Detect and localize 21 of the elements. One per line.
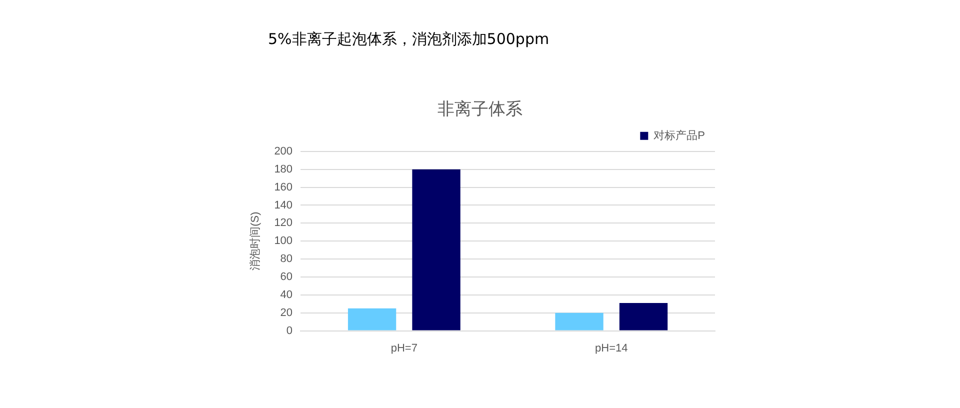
x-tick-label: pH=7 (390, 342, 418, 354)
bar (412, 169, 460, 330)
bar (555, 312, 604, 330)
y-tick-label: 140 (274, 199, 293, 212)
chart-title: 非离子体系 (438, 100, 522, 120)
y-tick-label: 60 (280, 271, 293, 284)
y-tick-label: 120 (274, 217, 293, 230)
y-axis-title: 消泡时间(S) (248, 212, 262, 270)
text: 5%非离子起泡体系，消泡剂添加500ppm (268, 30, 550, 49)
y-tick-label: 0 (286, 324, 293, 337)
y-tick-label: 200 (274, 145, 293, 158)
bar (348, 308, 396, 330)
legend-label: 对标产品P (654, 128, 706, 142)
y-tick-label: 180 (274, 163, 293, 176)
x-tick-label: pH=14 (595, 342, 628, 354)
y-tick-label: 100 (274, 235, 293, 248)
bar (619, 302, 668, 330)
y-tick-label: 20 (280, 306, 293, 319)
y-tick-label: 160 (274, 181, 293, 194)
y-tick-label: 40 (280, 288, 293, 301)
y-tick-label: 80 (280, 253, 293, 266)
